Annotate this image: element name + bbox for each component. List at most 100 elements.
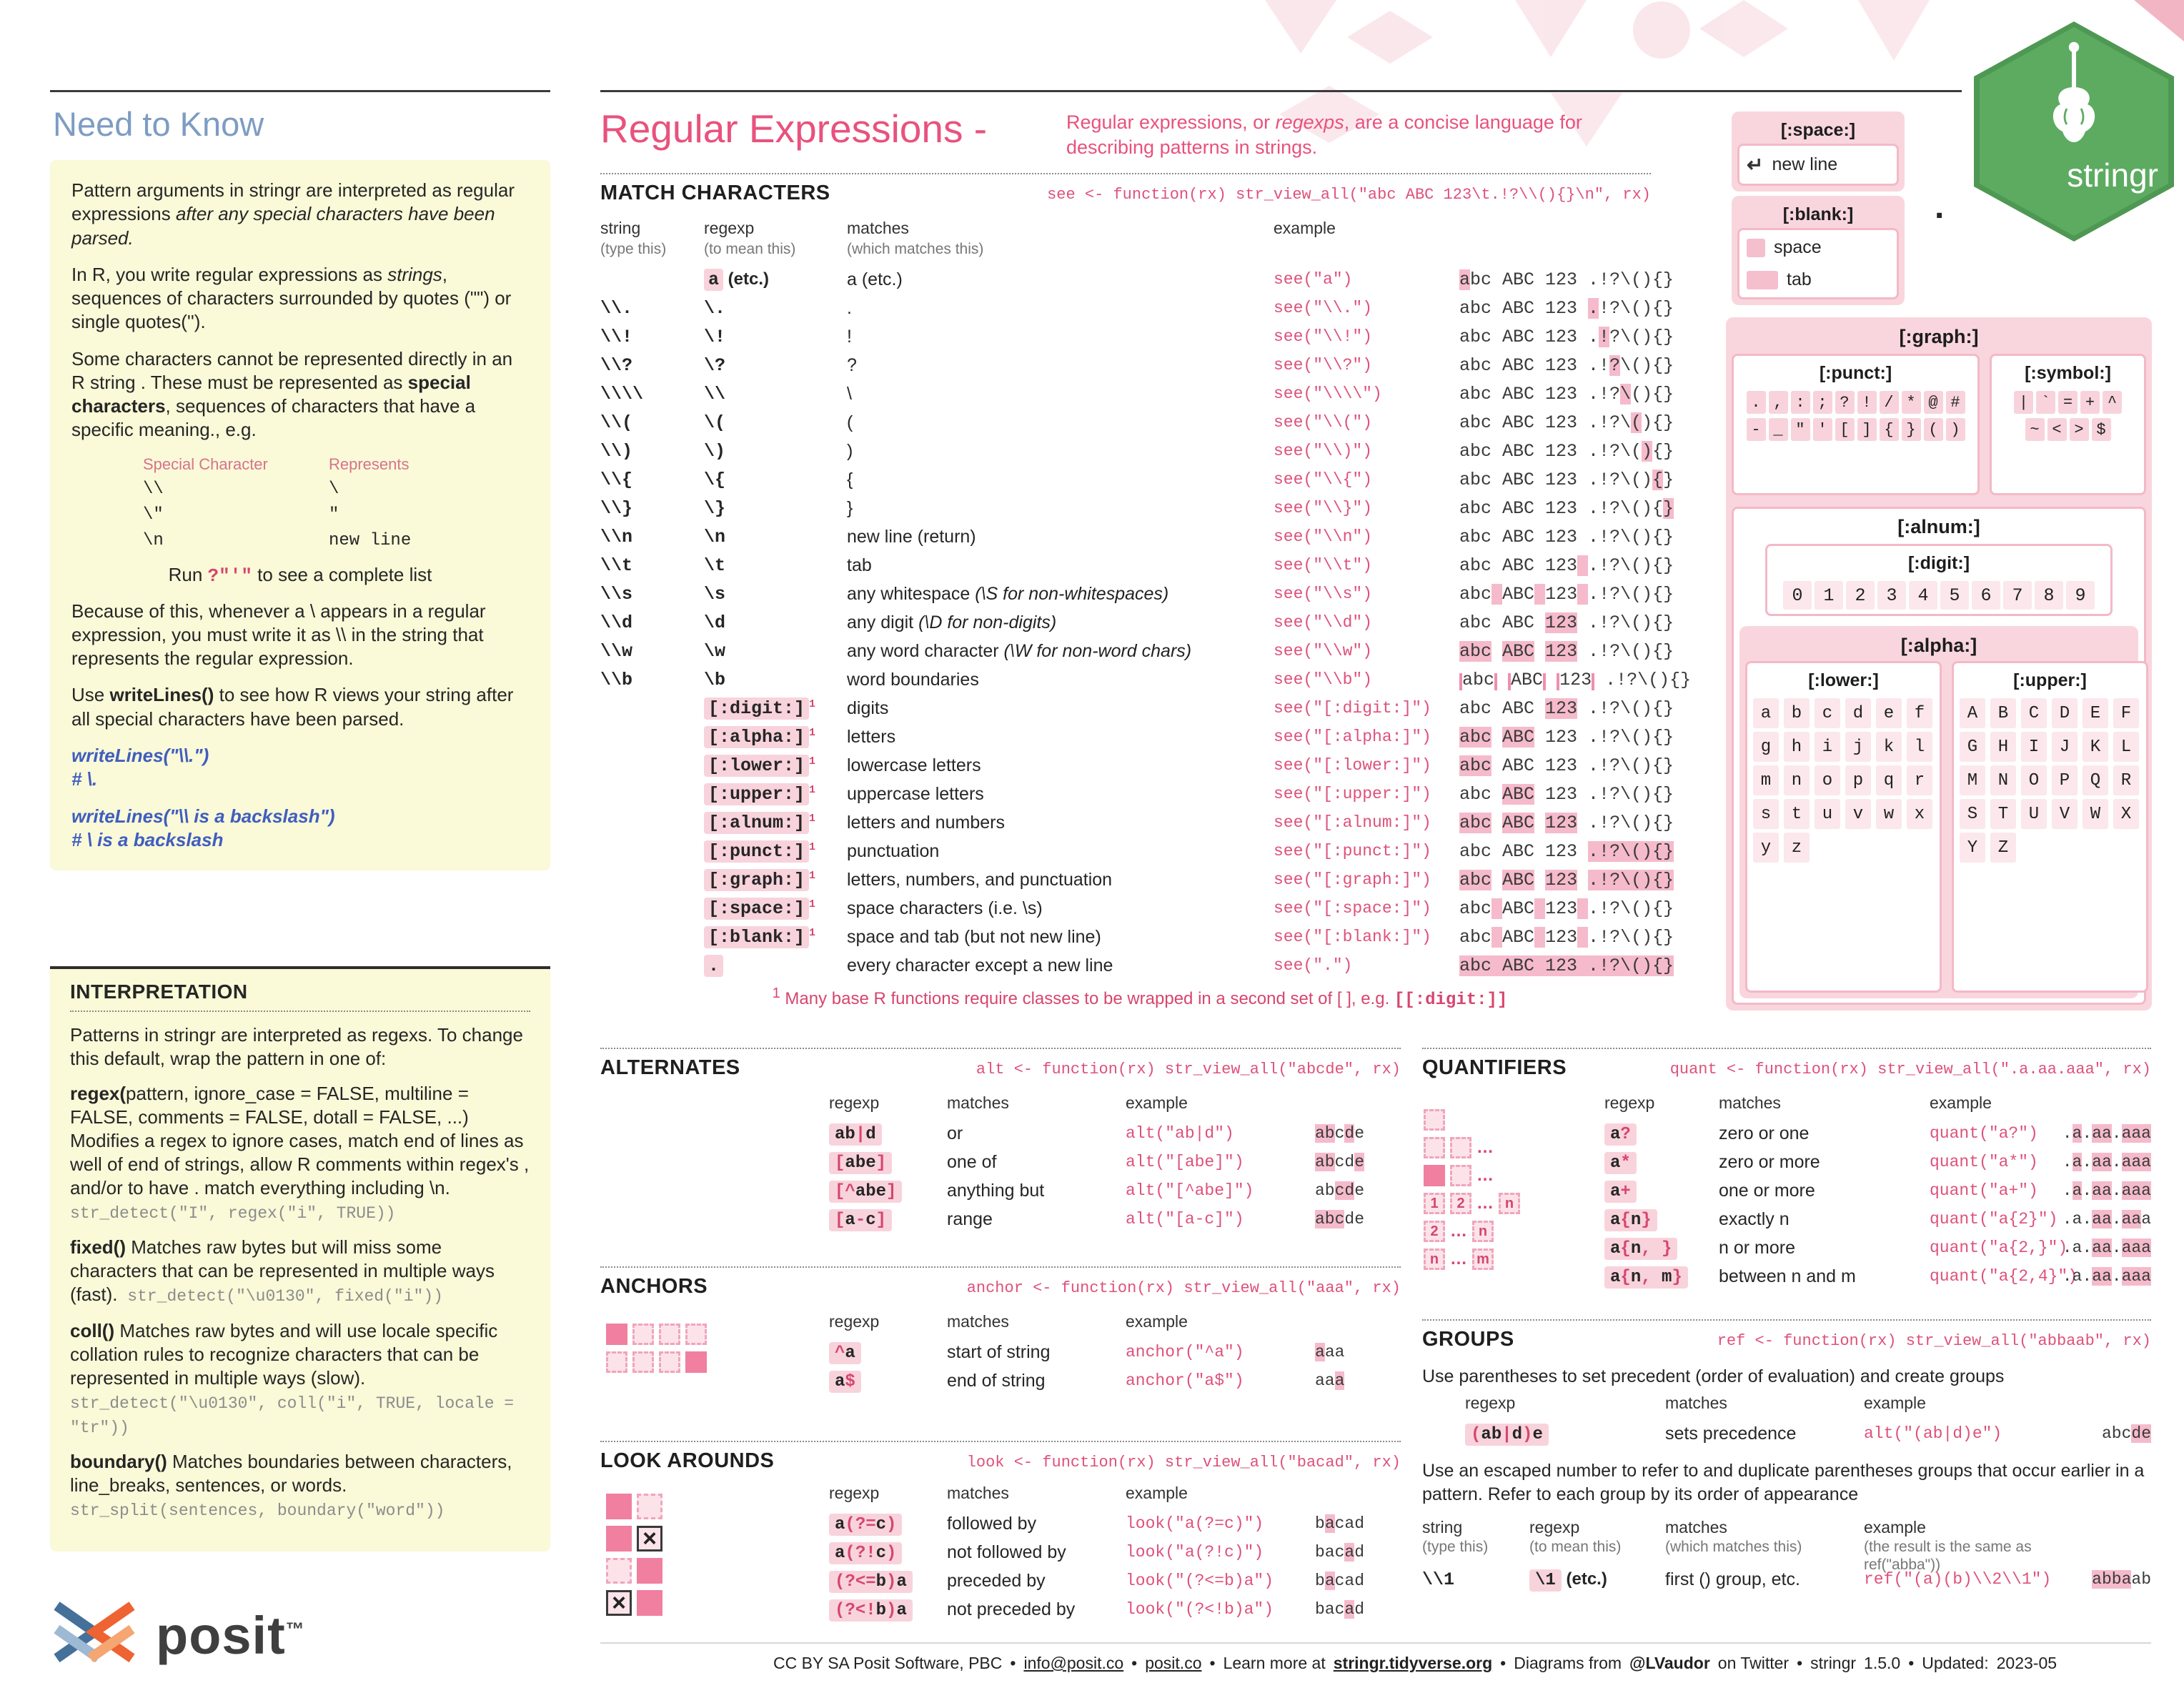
col-regexp: (ab|d)e [1465, 1423, 1665, 1446]
class-glyph: j [1845, 732, 1871, 762]
diagram-cell [637, 1558, 662, 1584]
col-regexp: [:lower:] 1 [704, 754, 847, 777]
col-example: see(".") [1274, 956, 1353, 975]
need-to-know-panel: Pattern arguments in stringr are interpr… [50, 160, 550, 871]
footer-rule [600, 1642, 2151, 1644]
col-result: .a.aa.aaa [2062, 1124, 2151, 1143]
col-regexp: [:digit:] 1 [704, 697, 847, 720]
footer-learn-more: Learn more at [1223, 1654, 1326, 1672]
special-char-row: \" " [143, 505, 339, 525]
col-matches: letters, numbers, and punctuation [847, 869, 1113, 890]
table-row: (?<=b)a preceded by look("(?<=b)a") bacad [829, 1567, 1408, 1595]
col-regexp: \1 (etc.) [1529, 1569, 1665, 1592]
footer-site-link[interactable]: posit.co [1145, 1654, 1202, 1672]
class-glyph: c [1815, 698, 1840, 728]
col-matches: ) [847, 440, 853, 461]
col-result: abc ABC 123 .!?\(){} [1459, 497, 1674, 519]
diagram-cell [606, 1324, 627, 1345]
stringr-hex-logo: stringr [1974, 21, 2174, 242]
col-regexp: \\ [704, 383, 726, 404]
col-matches: range [947, 1208, 993, 1229]
col-matches: any whitespace (\S for non-whitespaces) [847, 583, 1169, 604]
diagram-row: n… m [1424, 1248, 1520, 1270]
col-result: abc ABC 123 .!?\(){} [1459, 640, 1674, 662]
diagram-row [606, 1526, 662, 1552]
match-row: \\n \n new line (return) see("\\n") abc ABC … [600, 522, 1679, 551]
class-glyph: K [2083, 732, 2108, 762]
match-row: [:digit:] 1 digits see("[:digit:]") abc ABC … [600, 694, 1679, 723]
col-example: see("\\!") [1274, 327, 1373, 347]
col-matches: any word character (\W for non-word char… [847, 640, 1192, 661]
class-glyph: ? [1835, 391, 1855, 414]
diagram-row: 1 2… n [1424, 1193, 1520, 1214]
footer-stringr-link[interactable]: stringr.tidyverse.org [1333, 1654, 1493, 1672]
match-row: \\(\((see("\\(") abc ABC 123 .!?\(){} [600, 408, 1679, 437]
col-matches: n or more [1719, 1237, 1795, 1258]
groups-intro-1: Use parentheses to set precedent (order … [1422, 1366, 2005, 1386]
anchors-diagram [606, 1324, 707, 1379]
space-class-label: [:space:] [1780, 120, 1856, 140]
class-glyph: | [2014, 391, 2033, 414]
diagram-row: … [1424, 1137, 1520, 1158]
class-glyph: g [1753, 732, 1779, 762]
class-glyph: ] [1857, 418, 1877, 441]
col-string: \\t [600, 555, 633, 576]
col-regexp: a{n, m} [1604, 1266, 1719, 1289]
ntk-p3: Some characters cannot be represented di… [71, 347, 513, 441]
space-swatch [1747, 238, 1765, 257]
col-regexp: \? [704, 354, 726, 376]
run-help-line: Run ?"'" to see a complete list [168, 563, 432, 587]
match-table: string (type this) regexp (to mean this) m… [600, 219, 1691, 1010]
col-result: abcde [1315, 1124, 1365, 1143]
left-top-rule [50, 90, 550, 92]
footer-email-link[interactable]: info@posit.co [1023, 1654, 1124, 1672]
col-example: see("\\n") [1274, 527, 1373, 547]
anchors-table-header: regexp matches example [829, 1312, 1188, 1331]
diagram-cell [637, 1590, 662, 1616]
table-row: \\1 \1 (etc.) first () group, etc. ref("(a)… [1422, 1565, 2151, 1594]
class-glyph: F [2113, 698, 2139, 728]
class-glyph: G [1960, 732, 1985, 762]
match-row: \\\\ \\ \ see("\\\\") abc ABC 123 .!?\(){} [600, 379, 1679, 408]
dot-any-char: . [1935, 188, 1945, 226]
footer-twitter-handle[interactable]: @LVaudor [1629, 1654, 1710, 1672]
col-regexp: . [704, 954, 847, 977]
col-result: abc ABC 123 .!?\(){} [1459, 354, 1674, 376]
match-row: . every character except a new line see(".… [600, 951, 1679, 980]
col-matches: uppercase letters [847, 783, 984, 804]
col-result: abcde [2101, 1424, 2151, 1443]
col-matches: a (etc.) [847, 269, 903, 289]
col-result: bacad [1315, 1543, 1365, 1562]
col-result: abc ABC 123 .!?\(){} [1459, 755, 1674, 776]
col-string: \\w [600, 640, 633, 662]
col-matches: one of [947, 1151, 997, 1172]
col-string: \\s [600, 583, 633, 605]
col-example: see("\\s") [1274, 585, 1373, 604]
col-example: see("\\}") [1274, 499, 1373, 518]
class-glyph: : [1790, 391, 1810, 414]
col-matches: tab [847, 555, 872, 575]
diagram-cell: n [1424, 1248, 1445, 1270]
class-glyph: E [2083, 698, 2108, 728]
groups-table-2: string (type this) regexp (to mean this) m… [1422, 1518, 2151, 1594]
match-row: \\d \d any digit (\D for non-digits) see("\… [600, 608, 1679, 637]
col-regexp: [a-c] [829, 1208, 947, 1231]
col-result: abc ABC 123 .!?\(){} [1459, 783, 1674, 805]
page-title: Regular Expressions - [600, 106, 988, 151]
col-regexp: (?<=b)a [829, 1570, 947, 1593]
col-regexp: [:blank:] 1 [704, 925, 847, 948]
col-example: quant("a{2,4}") [1930, 1267, 2078, 1286]
col-result: .a.aa.aaa [2062, 1153, 2151, 1171]
match-row: \\b \b word boundaries see("\\b") abc ABC 12… [600, 665, 1691, 694]
ntk-p5: Use writeLines() to see how R views your… [71, 684, 514, 730]
col-matches: exactly n [1719, 1208, 1790, 1229]
col-result: abc ABC 123 .!?\(){} [1459, 440, 1674, 462]
class-glyph: ( [1923, 418, 1943, 441]
col-regexp: \) [704, 440, 726, 462]
col-result: abc ABC 123 .!?\(){} [1459, 297, 1674, 319]
diagram-cell [606, 1526, 632, 1552]
class-glyph: ! [1857, 391, 1877, 414]
blank-class-label: [:blank:] [1782, 204, 1854, 224]
col-matches: } [847, 497, 853, 518]
